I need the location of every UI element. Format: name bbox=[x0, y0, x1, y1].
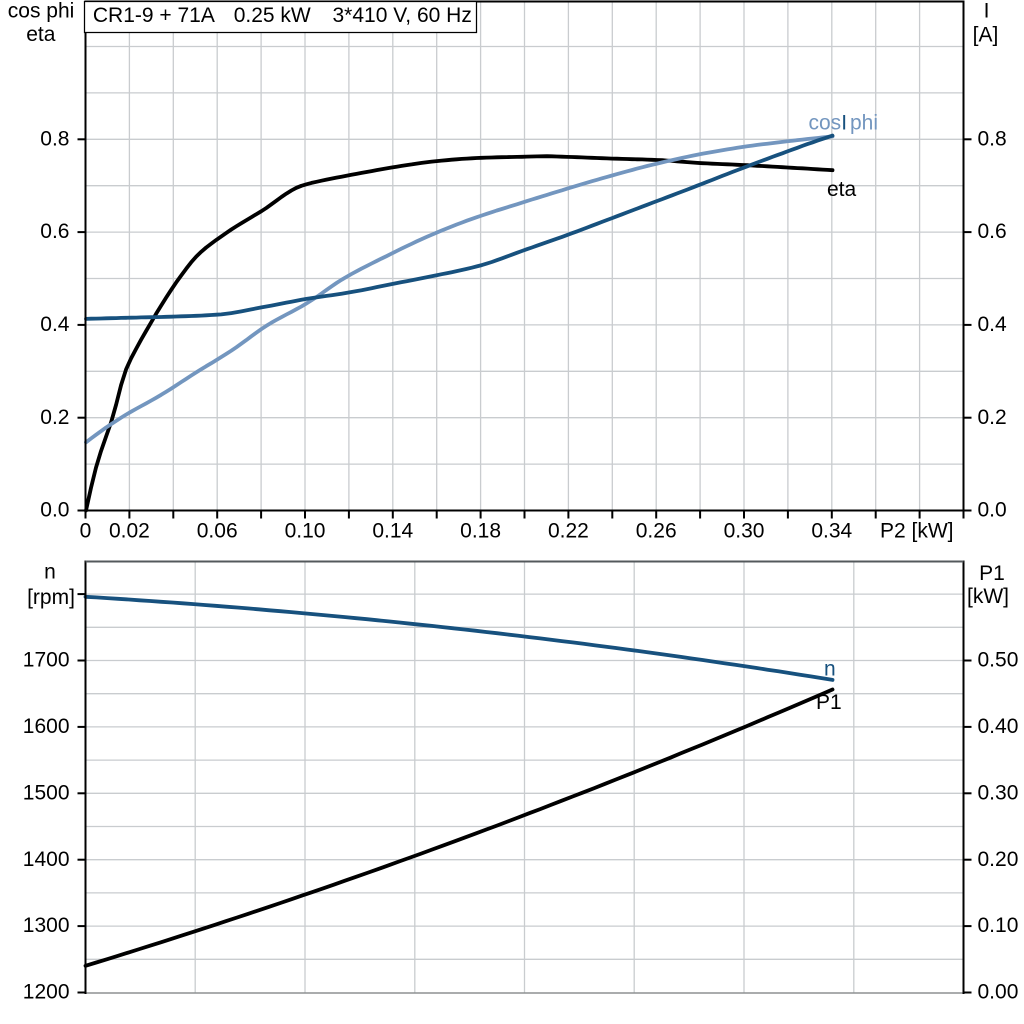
svg-text:0.22: 0.22 bbox=[548, 520, 589, 543]
svg-text:1600: 1600 bbox=[23, 715, 70, 738]
svg-text:0.40: 0.40 bbox=[978, 715, 1019, 738]
svg-text:0.06: 0.06 bbox=[197, 520, 238, 543]
svg-text:0.20: 0.20 bbox=[978, 848, 1019, 871]
svg-text:0.6: 0.6 bbox=[40, 220, 69, 243]
svg-text:0.18: 0.18 bbox=[460, 520, 501, 543]
svg-text:0.25 kW: 0.25 kW bbox=[234, 4, 311, 27]
svg-text:0.30: 0.30 bbox=[978, 781, 1019, 804]
svg-text:cos: cos bbox=[809, 112, 842, 135]
svg-text:1500: 1500 bbox=[23, 781, 70, 804]
svg-text:0.0: 0.0 bbox=[978, 499, 1007, 522]
svg-text:0.8: 0.8 bbox=[978, 127, 1007, 150]
svg-text:[rpm]: [rpm] bbox=[27, 586, 75, 609]
svg-text:0.6: 0.6 bbox=[978, 220, 1007, 243]
svg-text:0.8: 0.8 bbox=[40, 127, 69, 150]
svg-text:n: n bbox=[824, 658, 836, 681]
svg-text:0.2: 0.2 bbox=[40, 406, 69, 429]
svg-text:cos phi: cos phi bbox=[8, 0, 75, 23]
svg-text:0.50: 0.50 bbox=[978, 649, 1019, 672]
svg-text:1700: 1700 bbox=[23, 649, 70, 672]
svg-text:0.30: 0.30 bbox=[724, 520, 765, 543]
svg-text:1400: 1400 bbox=[23, 848, 70, 871]
svg-text:[kW]: [kW] bbox=[967, 585, 1009, 608]
svg-text:0.4: 0.4 bbox=[978, 313, 1008, 336]
svg-text:I: I bbox=[984, 0, 990, 22]
svg-text:0.4: 0.4 bbox=[40, 313, 70, 336]
svg-text:1200: 1200 bbox=[23, 981, 70, 1004]
svg-text:0.10: 0.10 bbox=[285, 520, 326, 543]
svg-text:1300: 1300 bbox=[23, 914, 70, 937]
svg-text:eta: eta bbox=[26, 23, 56, 46]
svg-text:P1: P1 bbox=[816, 691, 842, 714]
svg-text:0: 0 bbox=[80, 520, 92, 543]
svg-text:n: n bbox=[44, 561, 56, 584]
svg-text:I: I bbox=[841, 112, 847, 135]
svg-text:phi: phi bbox=[850, 112, 878, 135]
svg-text:3*410 V, 60 Hz: 3*410 V, 60 Hz bbox=[333, 4, 472, 27]
svg-text:0.2: 0.2 bbox=[978, 406, 1007, 429]
svg-text:0.34: 0.34 bbox=[811, 520, 852, 543]
svg-text:[A]: [A] bbox=[973, 24, 999, 47]
svg-text:0.14: 0.14 bbox=[372, 520, 413, 543]
svg-text:CR1-9 + 71A: CR1-9 + 71A bbox=[93, 4, 215, 27]
svg-text:0.02: 0.02 bbox=[109, 520, 150, 543]
svg-text:P2 [kW]: P2 [kW] bbox=[880, 520, 954, 543]
svg-text:P1: P1 bbox=[979, 562, 1005, 585]
svg-text:0.26: 0.26 bbox=[636, 520, 677, 543]
svg-text:eta: eta bbox=[827, 178, 857, 201]
svg-text:0.00: 0.00 bbox=[978, 981, 1019, 1004]
svg-text:0.0: 0.0 bbox=[40, 499, 69, 522]
svg-text:0.10: 0.10 bbox=[978, 914, 1019, 937]
